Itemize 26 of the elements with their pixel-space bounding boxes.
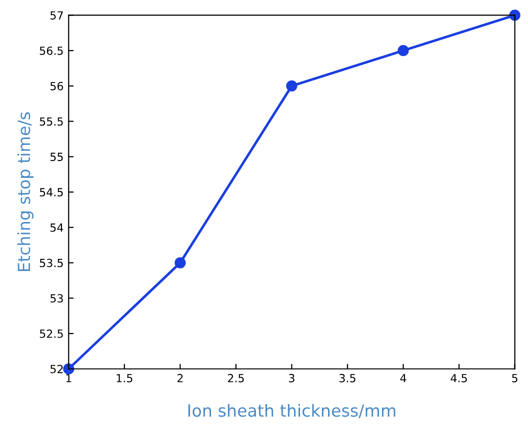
y-tick-label: 56.5 — [40, 46, 63, 55]
x-tick-label: 1 — [66, 374, 72, 382]
point — [398, 45, 409, 56]
y-tick-label: 56 — [50, 82, 64, 90]
x-tick-label: 2.5 — [228, 374, 244, 382]
y-tick-label: 55.5 — [40, 117, 63, 126]
y-tick-label: 52 — [50, 364, 63, 374]
y-tick-label: 54 — [50, 224, 64, 232]
y-tick-label: 55 — [50, 152, 63, 162]
y-axis-title: Etching stop time/s — [17, 112, 34, 271]
y-tick-label: 53 — [50, 294, 63, 303]
x-axis-title: Ion sheath thickness/mm — [188, 404, 396, 418]
x-tick-label: 3 — [289, 374, 294, 382]
y-tick-label: 54.5 — [40, 188, 63, 196]
x-tick-label: 1.5 — [116, 374, 132, 382]
x-tick-label: 5 — [512, 374, 518, 382]
x-tick-label: 3.5 — [340, 374, 356, 382]
point — [174, 257, 186, 268]
y-tick-label: 52.5 — [40, 329, 63, 338]
x-tick-label: 2 — [177, 374, 183, 382]
point — [63, 363, 74, 374]
point — [286, 80, 298, 92]
x-tick-label: 4 — [400, 374, 406, 382]
y-tick-label: 57 — [50, 11, 63, 20]
y-tick-label: 53.5 — [40, 258, 63, 268]
x-tick-label: 4.5 — [450, 374, 467, 382]
